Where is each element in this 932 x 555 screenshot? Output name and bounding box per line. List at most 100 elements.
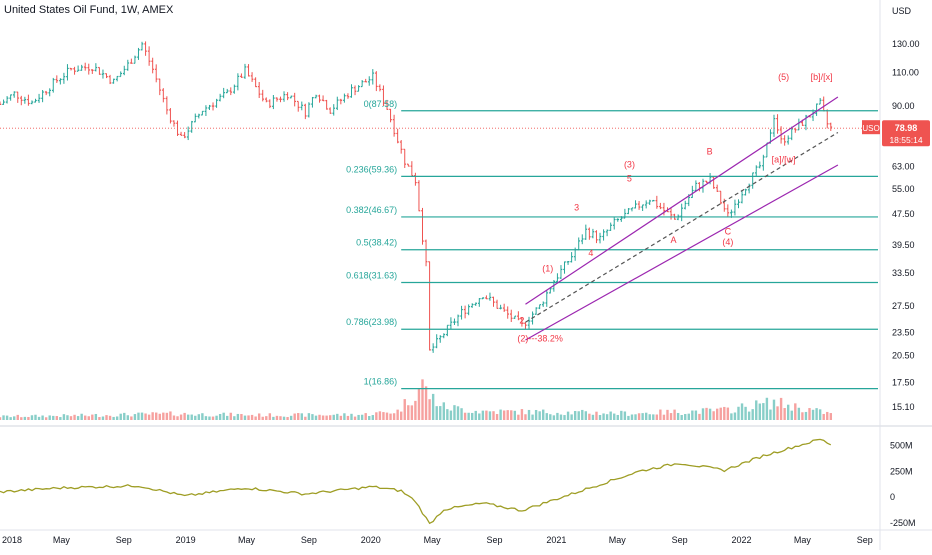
volume-bar — [293, 413, 296, 420]
volume-bar — [403, 399, 406, 420]
volume-bar — [644, 412, 648, 420]
volume-bar — [311, 414, 314, 420]
volume-bar — [123, 412, 126, 420]
time-tick-label: 2021 — [546, 535, 566, 545]
volume-bar — [13, 416, 16, 420]
volume-bar — [382, 412, 385, 420]
volume-bar — [527, 409, 531, 420]
volume-bar — [48, 415, 51, 420]
wave-label: (1) — [542, 263, 553, 273]
volume-bar — [517, 414, 520, 420]
volume-bar — [30, 415, 34, 420]
time-tick-label: Sep — [857, 535, 873, 545]
volume-bar — [804, 411, 808, 420]
volume-bar — [485, 410, 488, 420]
volume-bar — [776, 406, 779, 420]
volume-bar — [577, 411, 580, 420]
volume-bar — [676, 412, 680, 420]
volume-bar — [0, 417, 2, 420]
price-tick-label: 39.50 — [892, 240, 915, 250]
volume-bar — [215, 415, 218, 420]
volume-bar — [417, 388, 421, 420]
volume-bar — [556, 412, 559, 420]
price-tick-label: 110.00 — [892, 67, 919, 77]
volume-bar — [446, 409, 449, 420]
time-tick-label: Sep — [301, 535, 317, 545]
volume-bar — [130, 416, 133, 420]
volume-bar — [300, 413, 303, 420]
indicator-tick-label: 0 — [890, 492, 895, 502]
volume-bar — [91, 414, 94, 420]
volume-bar — [34, 414, 37, 420]
volume-bar — [399, 411, 403, 420]
volume-bar — [346, 415, 350, 420]
volume-bar — [176, 416, 179, 420]
volume-bar — [673, 409, 676, 420]
volume-bar — [268, 413, 272, 420]
volume-bar — [694, 410, 698, 420]
volume-bar — [233, 416, 236, 420]
volume-bar — [758, 403, 761, 420]
volume-bar — [236, 413, 240, 420]
time-tick-label: May — [238, 535, 256, 545]
volume-bar — [133, 414, 137, 420]
volume-bar — [147, 414, 151, 420]
price-axis-unit: USD — [892, 6, 912, 16]
volume-bar — [183, 412, 186, 420]
volume-bar — [691, 410, 694, 420]
wave-label: 5 — [627, 174, 632, 184]
volume-bar — [172, 415, 176, 420]
volume-bar — [652, 414, 655, 420]
wave-label: [a]/[w] — [772, 154, 796, 164]
volume-bar — [534, 409, 538, 420]
volume-bar — [194, 415, 197, 420]
volume-bar — [794, 403, 797, 420]
volume-bar — [257, 413, 261, 420]
volume-bar — [708, 408, 712, 420]
volume-bar — [353, 416, 357, 420]
volume-bar — [605, 414, 609, 420]
volume-bar — [254, 416, 257, 420]
volume-bar — [435, 406, 438, 420]
volume-bar — [155, 412, 158, 420]
volume-bar — [201, 413, 204, 420]
time-tick-label: 2018 — [2, 535, 22, 545]
volume-bar — [772, 399, 776, 420]
volume-bar — [573, 411, 577, 420]
volume-bar — [456, 406, 460, 420]
chart-title: United States Oil Fund, 1W, AMEX — [4, 4, 174, 16]
wave-label: B — [707, 147, 713, 157]
indicator-tick-label: 500M — [890, 440, 913, 450]
time-tick-label: Sep — [116, 535, 132, 545]
volume-bar — [325, 415, 328, 420]
volume-bar — [126, 415, 130, 420]
volume-group — [0, 379, 833, 420]
volume-bar — [80, 413, 83, 420]
volume-bar — [137, 412, 140, 420]
volume-bar — [368, 416, 371, 420]
volume-bar — [453, 405, 456, 420]
volume-bar — [506, 410, 509, 420]
price-tick-label: 17.50 — [892, 377, 915, 387]
volume-bar — [701, 408, 705, 420]
volume-bar — [101, 416, 105, 420]
volume-bar — [84, 415, 87, 420]
volume-bar — [59, 417, 62, 420]
volume-bar — [115, 416, 119, 420]
volume-bar — [343, 413, 346, 420]
volume-bar — [559, 414, 563, 420]
volume-bar — [634, 414, 637, 420]
wave-label: 4 — [588, 248, 593, 258]
volume-bar — [328, 415, 332, 420]
volume-bar — [822, 413, 825, 420]
volume-bar — [226, 415, 229, 420]
volume-bar — [41, 415, 44, 420]
volume-bar — [158, 413, 161, 420]
volume-bar — [186, 414, 190, 420]
volume-bar — [744, 406, 747, 420]
volume-bar — [396, 409, 399, 420]
volume-bar — [52, 415, 55, 420]
